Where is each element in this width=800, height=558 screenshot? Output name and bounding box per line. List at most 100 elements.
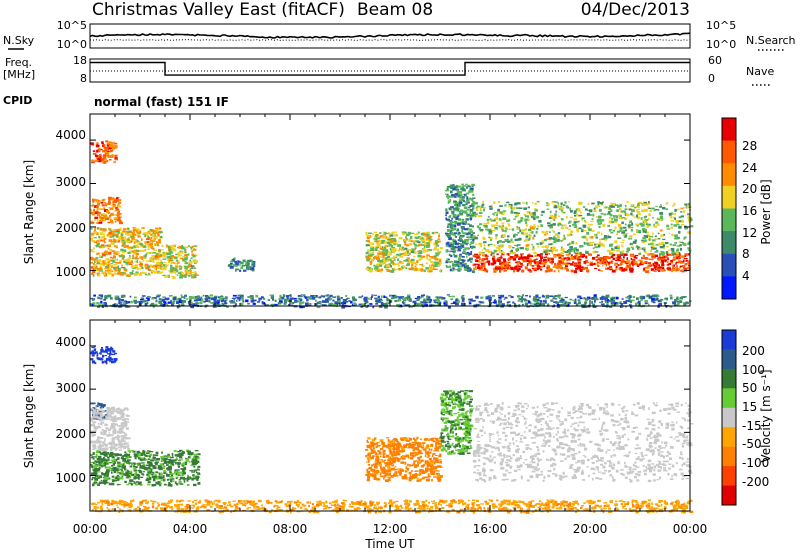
power-heatmap-cell [513, 269, 516, 273]
power-heatmap-cell [615, 266, 618, 268]
power-heatmap-cell [491, 230, 496, 232]
power-heatmap-cell [191, 267, 194, 269]
power-heatmap-cell [105, 159, 108, 162]
power-heatmap-cell [539, 265, 543, 268]
power-heatmap-cell [579, 212, 583, 214]
power-heatmap-cell [122, 261, 125, 263]
power-heatmap-cell [429, 268, 432, 271]
velocity-heatmap-cell [98, 449, 101, 452]
power-heatmap-cell [615, 259, 618, 262]
power-heatmap-cell [541, 246, 545, 248]
power-heatmap-cell [600, 212, 604, 215]
velocity-heatmap-cell [100, 348, 104, 352]
power-heatmap-cell [483, 247, 486, 250]
power-heatmap-cell [414, 251, 417, 254]
power-heatmap-cell [478, 260, 481, 263]
velocity-heatmap-cell [112, 425, 116, 429]
power-heatmap-cell [332, 304, 337, 307]
power-heatmap-cell [676, 265, 678, 267]
power-heatmap-cell [483, 264, 486, 268]
power-heatmap-cell [613, 206, 615, 208]
velocity-heatmap-cell [182, 465, 184, 467]
power-heatmap-cell [112, 233, 115, 236]
power-heatmap-cell [548, 260, 552, 263]
power-heatmap-cell [154, 267, 156, 270]
power-heatmap-cell [560, 246, 563, 249]
power-heatmap-cell [130, 235, 133, 238]
velocity-heatmap-cell [163, 470, 166, 473]
power-heatmap-cell [516, 227, 519, 230]
power-heatmap-cell [169, 259, 174, 262]
power-heatmap-cell [521, 231, 524, 235]
power-heatmap-cell [475, 295, 478, 299]
power-heatmap-cell [480, 244, 483, 248]
power-heatmap-cell [589, 214, 593, 216]
power-heatmap-cell [661, 258, 666, 260]
power-heatmap-cell [538, 260, 542, 262]
power-heatmap-cell [448, 195, 453, 198]
power-heatmap-cell [551, 251, 554, 254]
power-heatmap-cell [173, 244, 176, 248]
power-heatmap-cell [144, 273, 148, 276]
power-heatmap-cell [475, 243, 478, 245]
power-heatmap-cell [104, 295, 109, 297]
power-heatmap-cell [428, 301, 432, 304]
velocity-heatmap-cell [96, 426, 99, 430]
velocity-heatmap-cell [103, 443, 106, 446]
power-heatmap-cell [161, 298, 166, 302]
power-heatmap-cell [493, 244, 496, 247]
power-heatmap-cell [533, 267, 537, 271]
power-heatmap-cell [513, 211, 518, 214]
power-heatmap-cell [597, 202, 600, 206]
power-heatmap-cell [550, 224, 553, 228]
power-heatmap-cell [121, 264, 123, 267]
power-heatmap-cell [415, 267, 418, 270]
power-heatmap-cell [190, 265, 193, 267]
power-heatmap-cell [111, 273, 114, 277]
power-heatmap-cell [521, 202, 526, 204]
power-heatmap-cell [421, 263, 424, 267]
power-heatmap-cell [530, 225, 532, 228]
power-heatmap-cell [134, 302, 137, 304]
power-heatmap-cell [687, 216, 691, 219]
power-heatmap-cell [391, 232, 395, 235]
power-heatmap-cell [408, 268, 413, 271]
power-heatmap-cell [426, 302, 428, 304]
velocity-heatmap-cell [155, 461, 159, 463]
power-heatmap-cell [674, 217, 676, 220]
power-heatmap-cell [434, 255, 437, 259]
power-heatmap-cell [471, 270, 475, 274]
power-heatmap-cell [120, 231, 123, 235]
power-heatmap-cell [426, 237, 429, 240]
power-heatmap-cell [591, 298, 596, 300]
power-heatmap-cell [449, 215, 452, 218]
power-heatmap-cell [531, 248, 535, 251]
power-heatmap-cell [558, 239, 561, 241]
velocity-heatmap-cell [123, 407, 126, 411]
power-heatmap-cell [549, 210, 552, 214]
power-heatmap-cell [252, 302, 256, 305]
power-heatmap-cell [507, 223, 510, 225]
power-heatmap-cell [467, 247, 470, 249]
power-heatmap-cell [533, 234, 536, 237]
power-heatmap-cell [155, 264, 159, 266]
power-heatmap-cell [158, 249, 161, 251]
power-heatmap-cell [401, 252, 405, 255]
power-heatmap-cell [451, 245, 455, 249]
power-heatmap-cell [508, 205, 511, 208]
power-heatmap-cell [92, 200, 95, 203]
power-heatmap-cell [138, 268, 141, 270]
power-heatmap-cell [366, 256, 371, 259]
power-heatmap-cell [402, 297, 406, 300]
power-heatmap-cell [480, 205, 484, 208]
power-heatmap-cell [118, 269, 121, 273]
power-heatmap-cell [319, 303, 322, 305]
velocity-heatmap-cell [116, 478, 120, 481]
power-heatmap-cell [129, 255, 131, 257]
power-heatmap-cell [597, 257, 602, 260]
power-heatmap-cell [494, 212, 498, 214]
power-heatmap-cell [543, 249, 547, 252]
power-heatmap-cell [651, 245, 655, 248]
power-heatmap-cell [124, 259, 128, 262]
power-heatmap-cell [140, 299, 144, 301]
